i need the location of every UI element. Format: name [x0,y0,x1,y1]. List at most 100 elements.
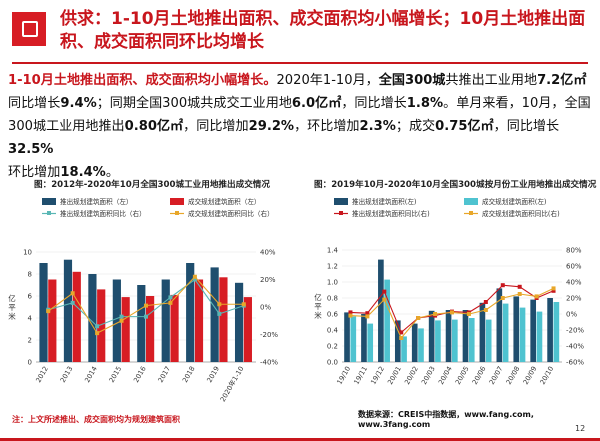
line-point-2014 [95,331,100,336]
legend-swatch [334,198,348,205]
summary-bold: 0.75亿㎡ [435,119,494,134]
legend-label: 推出规划建筑面积同比(右) [352,209,430,218]
slide-title: 供求：1-10月土地推出面积、成交面积均小幅增长；10月土地推出面积、成交面积同… [60,9,586,52]
summary-bold: 29.2% [248,119,295,134]
y-left-tick-label: 0.6 [327,311,339,319]
y-axis-label: 平 [8,303,16,312]
line-point-20/04 [450,310,454,315]
legend-label: 成交规划建筑面积(左) [482,197,547,206]
x-tick-label: 2016 [132,365,148,384]
legend-label: 推出规划建筑面积同比（右） [60,209,146,218]
line-point-20/08 [517,284,522,289]
x-tick-label: 2019 [205,365,221,384]
bar-19/12 [384,279,390,362]
bar-20/08 [513,296,520,362]
x-tick-label: 19/12 [369,365,386,386]
line-point-19/11 [365,314,370,319]
y-left-tick-label: 6 [28,293,33,301]
bar-20/10 [553,302,560,362]
bar-19/11 [367,323,374,362]
bar-20/05 [468,318,475,362]
bar-20/10 [547,298,553,362]
line-point-2015 [119,318,124,323]
line-point-20/05 [466,312,471,316]
y-left-tick-label: 1.2 [327,263,338,271]
summary-text: ；同期全国300城共成交工业用地 [96,96,292,111]
legend-label: 成交规划建筑面积同比(右) [482,209,560,218]
line-point-20/07 [500,296,505,300]
summary-text: ，同比增加 [183,119,249,134]
line-point-19/10 [348,310,353,315]
summary-text: ；成交 [395,119,436,134]
summary-text: 共推出工业用地 [445,73,538,88]
summary-text: ，同比增长 [493,119,560,134]
x-tick-label: 20/07 [488,365,505,386]
line-point-2012 [46,309,51,314]
bar-19/10 [350,316,357,362]
y-left-tick-label: 1.4 [327,247,339,255]
bar-2013 [63,259,73,362]
x-tick-label: 20/04 [437,365,454,386]
line-point-2020年1-10 [241,302,246,307]
bar-2017 [161,279,170,362]
legend-swatch [170,198,184,205]
y-right-tick-label: -60% [566,359,584,367]
summary-bold: 9.4% [60,96,97,111]
title-divider [12,62,588,64]
line-point-19/11 [365,311,370,316]
y-right-tick-label: -40% [566,343,584,351]
summary-bold: 1.8% [406,96,444,111]
legend-label: 推出规划建筑面积(左) [352,197,417,206]
y-right-tick-label: 20% [260,276,276,284]
x-tick-label: 20/10 [539,365,556,386]
y-axis-label: 米 [8,311,16,321]
page-number: 12 [575,424,586,433]
summary-lead: 1-10月土地推出面积、成交面积均小幅增长。 [8,73,277,88]
x-tick-label: 2014 [83,365,99,384]
line-point-20/10 [551,286,556,291]
y-left-tick-label: 10 [23,249,32,257]
summary-bold: 18.4% [60,165,106,180]
y-right-tick-label: 80% [566,247,582,255]
x-tick-label: 20/01 [386,365,403,386]
bar-20/02 [418,328,424,362]
legend-label: 成交规划建筑面积（左） [188,197,261,206]
chart-right-title: 图：2019年10月-2020年10月全国300城按月份工业用地推出成交情况 [314,180,597,190]
bar-19/11 [361,314,367,362]
y-left-tick-label: 4 [28,315,33,323]
bar-2013 [72,271,81,362]
line-point-2013 [70,291,75,296]
x-tick-label: 20/02 [403,365,420,386]
bar-20/06 [485,319,492,362]
x-tick-label: 2018 [181,365,197,384]
line-point-2018 [192,274,197,279]
y-right-tick-label: 0% [260,304,271,312]
chart-left: 推出规划建筑面积（左） 成交规划建筑面积（左） 推出规划建筑面积同比（右） 成交规划建… [8,197,278,404]
bar-20/02 [411,323,418,362]
y-left-tick-label: 0.2 [327,343,338,351]
y-right-tick-label: -20% [566,327,584,335]
x-tick-label: 2017 [157,365,173,384]
x-tick-label: 20/03 [420,365,437,386]
line-point-2014 [95,324,100,329]
summary-text: 。单月来看，10月，全国300城工业用地推出 [8,96,591,134]
line-point-2013 [70,300,75,305]
legend-marker [469,211,473,215]
bar-2019 [219,277,228,362]
summary-paragraph: 1-10月土地推出面积、成交面积均小幅增长。2020年1-10月，全国300城共… [8,69,594,184]
y-left-tick-label: 2 [28,337,32,345]
chart-left-title: 图：2012年-2020年10月全国300城工业用地推出成交情况 [34,180,270,190]
y-right-tick-label: 40% [260,249,276,257]
line-point-20/03 [433,312,438,316]
y-right-tick-label: 0% [566,311,577,319]
y-left-tick-label: 0.8 [327,295,338,303]
line-point-2019 [217,302,222,307]
bottom-divider [0,438,600,441]
summary-bold: 全国300城 [378,73,446,88]
summary-text: 。 [105,165,119,180]
bar-2014 [88,274,97,362]
y-right-tick-label: -40% [260,359,278,367]
x-tick-label: 2020年1-10 [218,365,246,404]
chart-right: 推出规划建筑面积(左) 成交规划建筑面积(左) 推出规划建筑面积同比(右) 成交规划建… [314,197,584,386]
